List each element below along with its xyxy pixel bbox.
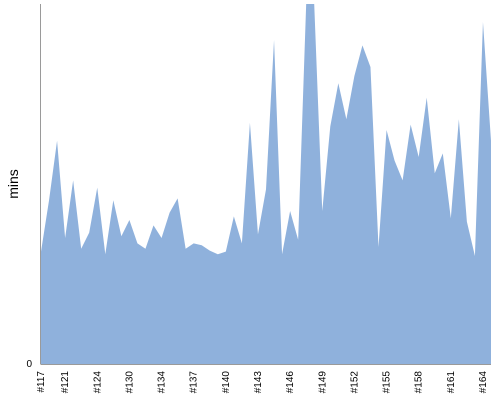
x-tick-label: #164 <box>478 371 489 394</box>
x-tick-labels: #117 #121 #124 #130 #134 #137 #140 #143 #146 #149… <box>36 371 489 394</box>
x-tick-label: #137 <box>189 371 200 394</box>
axes <box>40 4 491 365</box>
x-tick-label: #140 <box>221 371 232 394</box>
axis-labels: mins 0 <box>5 169 32 370</box>
y-tick-label: 0 <box>26 359 32 370</box>
x-tick-label: #124 <box>92 371 103 394</box>
x-tick-label: #158 <box>414 371 425 394</box>
area-series <box>41 4 491 364</box>
x-tick-label: #149 <box>317 371 328 394</box>
x-tick-label: #161 <box>446 371 457 394</box>
x-tick-label: #130 <box>124 371 135 394</box>
x-tick-label: #134 <box>157 371 168 394</box>
x-tick-label: #117 <box>36 371 47 393</box>
x-tick-label: #155 <box>382 371 393 394</box>
plot-area <box>41 4 491 364</box>
y-axis-title: mins <box>5 169 21 199</box>
x-tick-label: #121 <box>60 371 71 394</box>
x-tick-label: #152 <box>349 371 360 394</box>
x-tick-label: #146 <box>285 371 296 394</box>
x-tick-label: #143 <box>253 371 264 394</box>
